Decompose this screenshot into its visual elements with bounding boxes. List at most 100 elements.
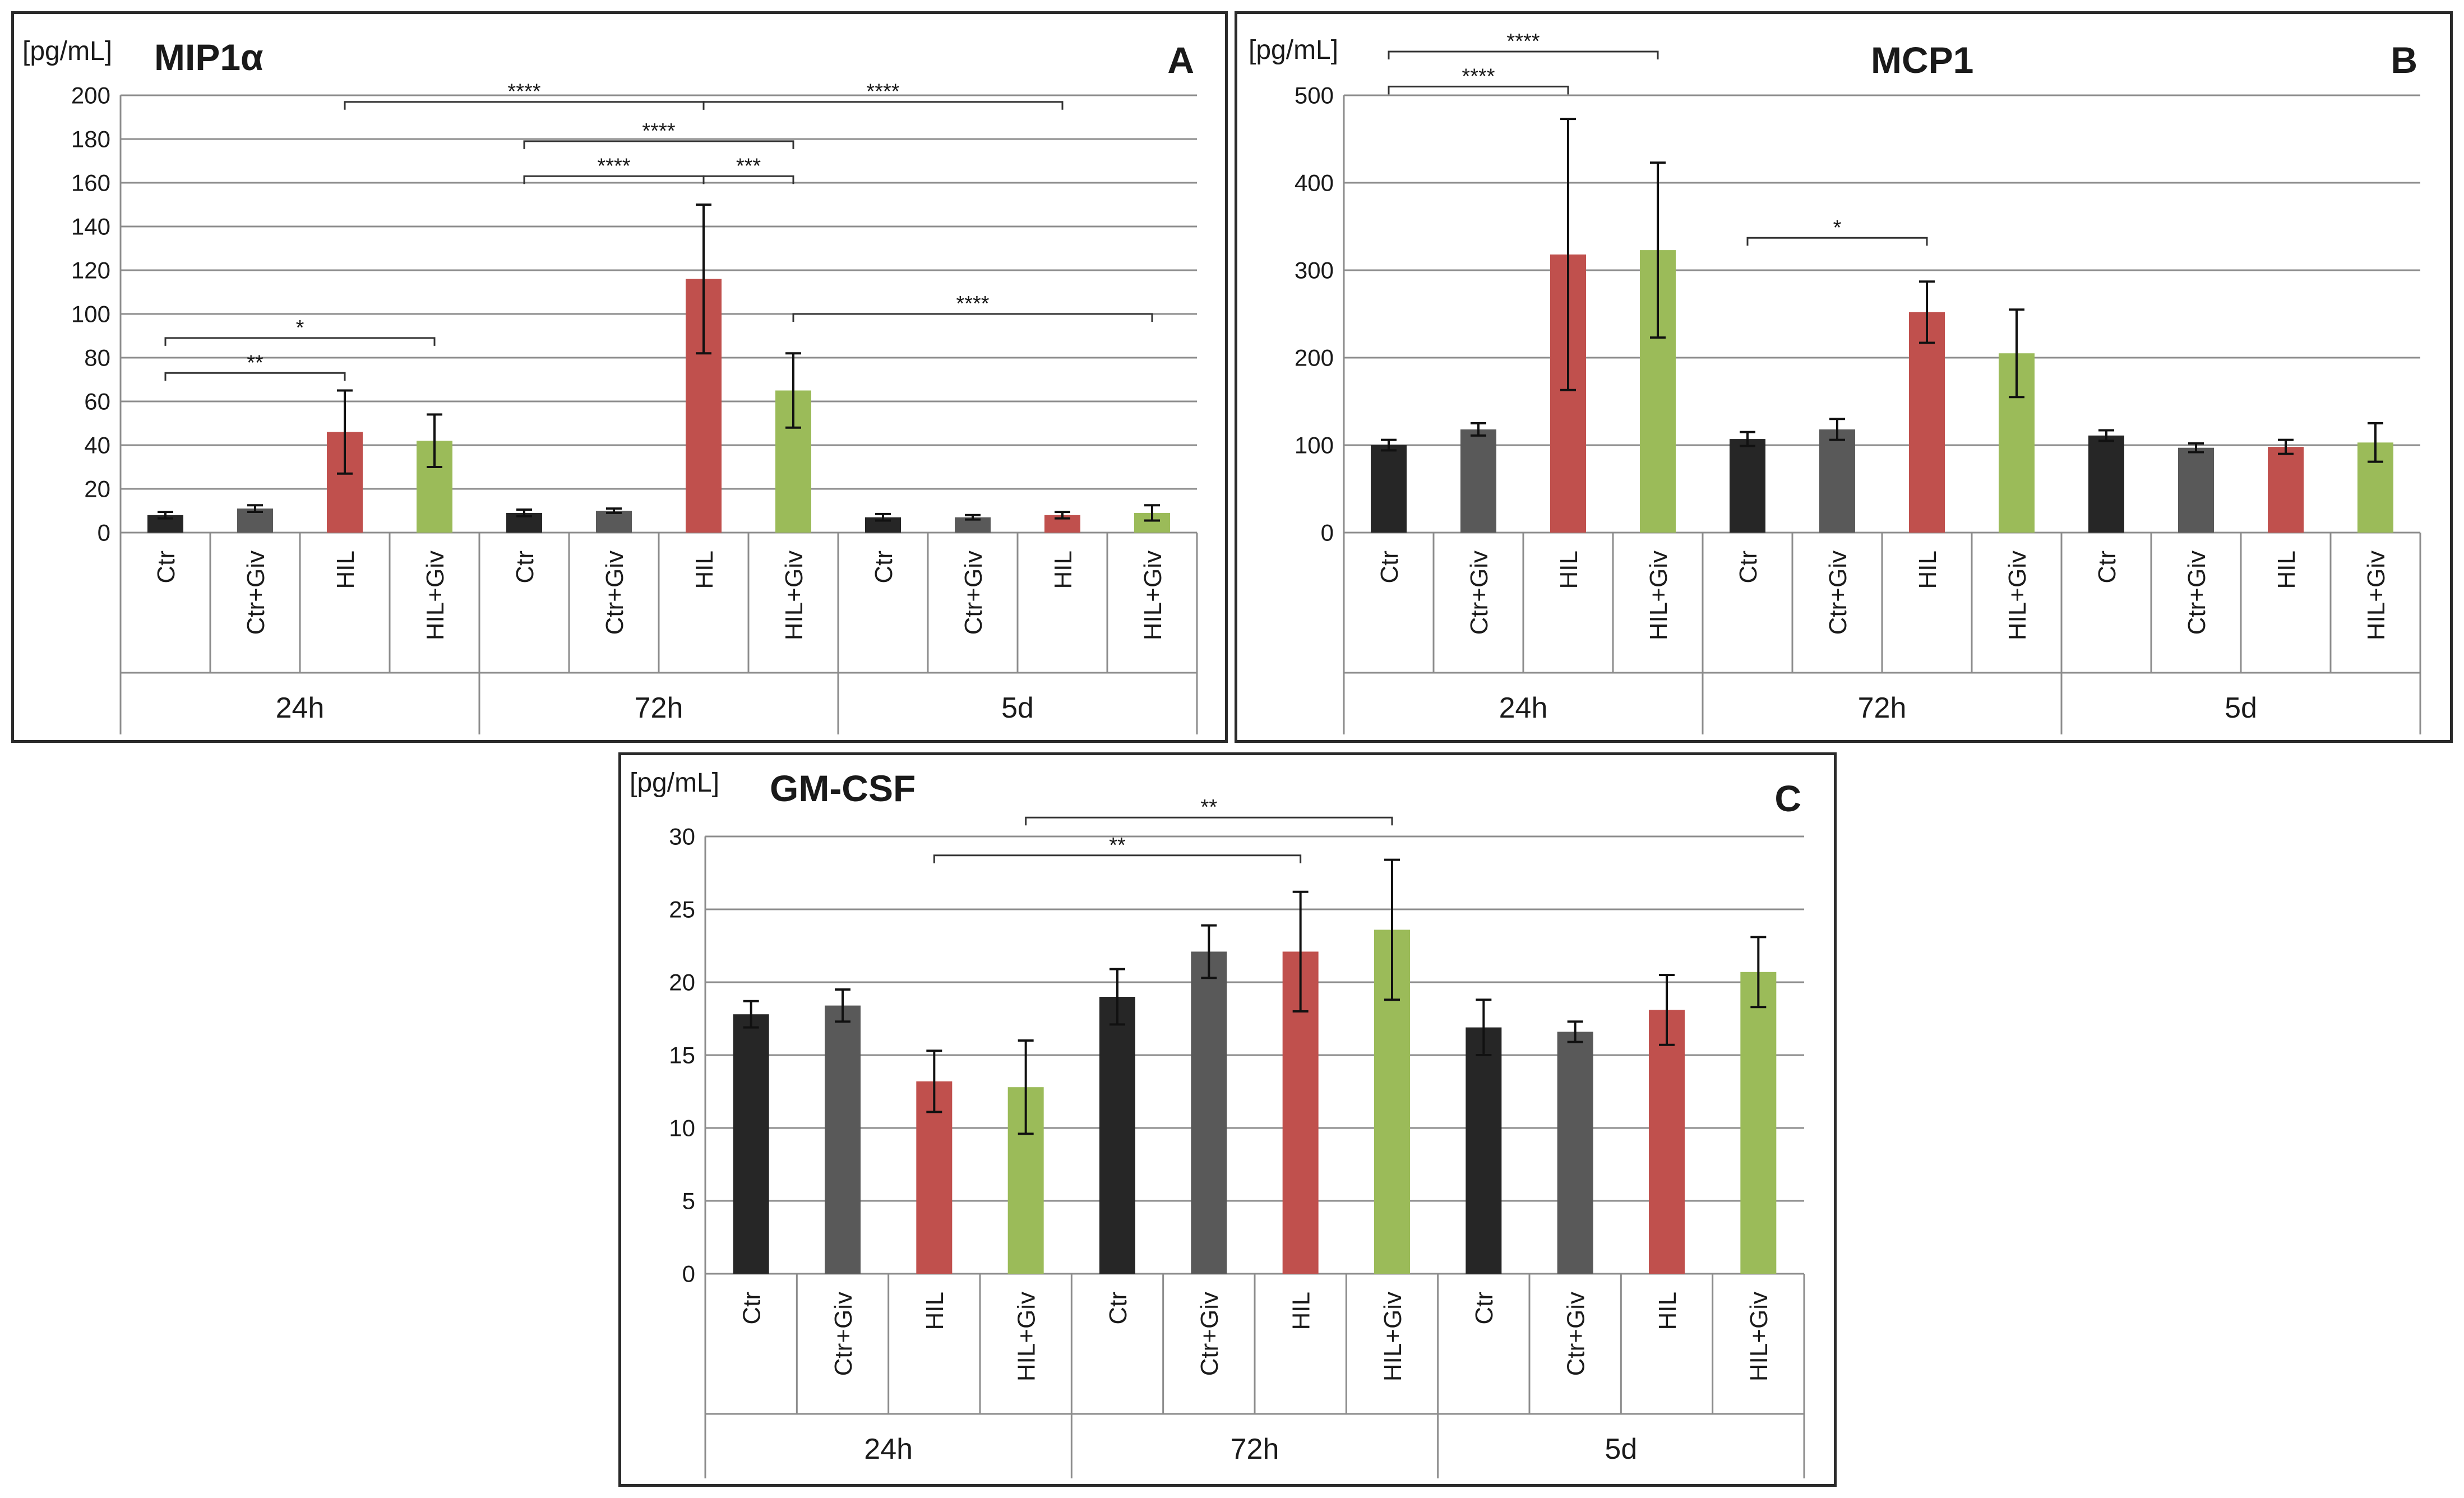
category-label: Ctr+Giv <box>960 551 987 635</box>
category-label: Ctr <box>1471 1292 1498 1325</box>
category-label: Ctr <box>1104 1292 1132 1325</box>
category-label: HIL <box>332 551 359 589</box>
bar-5d-hil <box>1649 1010 1685 1274</box>
category-label: Ctr+Giv <box>2183 551 2211 635</box>
error-bar <box>1110 968 1125 1026</box>
category-label: HIL+Giv <box>1379 1292 1407 1381</box>
chart-svg-c: 0 5 10 15 20 25 30 Ctr Ctr+Giv HIL HIL+Giv Ctr Ctr+G… <box>630 768 1805 1478</box>
error-bar <box>337 389 353 475</box>
group-label: 72h <box>1858 692 1907 724</box>
category-label: HIL+Giv <box>1139 551 1167 640</box>
error-bar <box>696 204 711 355</box>
error-bar <box>1384 858 1400 1001</box>
error-bar <box>1201 924 1217 979</box>
significance-label: **** <box>866 80 899 104</box>
bar-5d-ctr <box>1466 1027 1502 1274</box>
category-label: Ctr+Giv <box>242 551 270 635</box>
y-tick-label: 40 <box>84 432 110 459</box>
error-bar <box>1292 890 1309 1012</box>
category-label: HIL+Giv <box>1645 551 1672 640</box>
category-label: Ctr <box>870 551 898 584</box>
unit-label: [pg/mL] <box>630 768 719 798</box>
category-label: Ctr <box>511 551 539 584</box>
significance-bracket <box>702 175 794 184</box>
significance-label: **** <box>597 154 630 178</box>
y-tick-label: 100 <box>71 301 110 327</box>
error-bar <box>516 508 532 517</box>
category-label: Ctr <box>152 551 180 584</box>
significance-label: **** <box>642 119 675 143</box>
group-label: 24h <box>864 1433 913 1465</box>
error-bar <box>1018 1039 1034 1135</box>
significance-label: ** <box>247 351 263 374</box>
panel-letter: B <box>2391 39 2417 81</box>
bar-72h-ctr <box>1730 439 1765 533</box>
group-label: 5d <box>1001 692 1034 724</box>
bar-72h-ctr <box>1099 997 1135 1274</box>
y-tick-label: 140 <box>71 214 110 240</box>
bar-5d-hil-giv <box>1740 972 1777 1274</box>
category-label: HIL <box>2273 551 2300 589</box>
panel-letter: A <box>1167 39 1194 81</box>
error-bar <box>875 512 891 522</box>
significance-bracket <box>1746 237 1928 246</box>
significance-bracket <box>933 854 1302 863</box>
significance-label: **** <box>956 292 989 316</box>
error-bar <box>2278 438 2294 455</box>
y-tick-label: 400 <box>1295 170 1334 196</box>
category-label: HIL <box>1555 551 1583 589</box>
chart-svg-a: 0 20 40 60 80 100 120 140 160 180 200 Ctr Ctr+Giv HIL… <box>22 36 1198 734</box>
bar-72h-hil <box>1909 312 1945 533</box>
category-label: Ctr <box>2093 551 2121 584</box>
bar-72h-ctr-giv <box>1191 951 1227 1274</box>
y-tick-label: 20 <box>84 476 110 502</box>
group-label: 24h <box>1499 692 1548 724</box>
y-tick-label: 30 <box>669 824 695 850</box>
chart-panel-c: 0 5 10 15 20 25 30 Ctr Ctr+Giv HIL HIL+Giv Ctr Ctr+G… <box>618 752 1837 1487</box>
unit-label: [pg/mL] <box>1249 35 1338 65</box>
category-label: HIL <box>1654 1292 1681 1330</box>
bar-24h-ctr <box>733 1014 769 1274</box>
category-label: HIL <box>691 551 718 589</box>
chart-panel-b: 0 100 200 300 400 500 Ctr Ctr+Giv HIL HIL+Giv Ctr C… <box>1235 11 2453 743</box>
y-tick-label: 80 <box>84 345 110 371</box>
group-label: 5d <box>1605 1433 1637 1465</box>
error-bar <box>606 507 622 514</box>
y-tick-label: 15 <box>669 1042 695 1069</box>
unit-label: [pg/mL] <box>22 36 112 66</box>
bar-72h-ctr-giv <box>596 511 632 533</box>
error-bar <box>158 510 173 520</box>
y-tick-label: 120 <box>71 257 110 284</box>
category-label: HIL <box>1050 551 1077 589</box>
bar-24h-hil <box>916 1081 953 1274</box>
group-label: 72h <box>635 692 683 724</box>
error-bar <box>427 413 442 468</box>
significance-bracket <box>164 337 436 346</box>
error-bar <box>2188 442 2204 454</box>
error-bar <box>1381 438 1397 452</box>
error-bar <box>1055 510 1070 520</box>
bar-5d-ctr-giv <box>1557 1032 1593 1274</box>
category-label: HIL <box>1914 551 1941 589</box>
error-bar <box>1659 974 1675 1046</box>
y-tick-label: 200 <box>71 82 110 109</box>
y-tick-label: 0 <box>98 520 110 546</box>
significance-label: **** <box>1462 64 1495 88</box>
error-bar <box>2098 429 2114 442</box>
y-tick-label: 160 <box>71 170 110 196</box>
y-tick-label: 0 <box>682 1261 695 1287</box>
category-label: Ctr+Giv <box>1824 551 1852 635</box>
y-tick-label: 60 <box>84 389 110 415</box>
category-label: Ctr <box>1376 551 1403 584</box>
significance-bracket <box>792 313 1153 322</box>
bar-5d-ctr-giv <box>2178 447 2214 533</box>
group-label: 24h <box>276 692 325 724</box>
error-bar <box>835 988 850 1023</box>
error-bar <box>785 352 801 429</box>
y-tick-label: 0 <box>1321 520 1334 546</box>
error-bar <box>1476 998 1492 1056</box>
error-bar <box>1750 936 1767 1009</box>
error-bar <box>1740 431 1755 447</box>
significance-label: ** <box>1109 834 1126 857</box>
significance-label: * <box>296 316 304 340</box>
